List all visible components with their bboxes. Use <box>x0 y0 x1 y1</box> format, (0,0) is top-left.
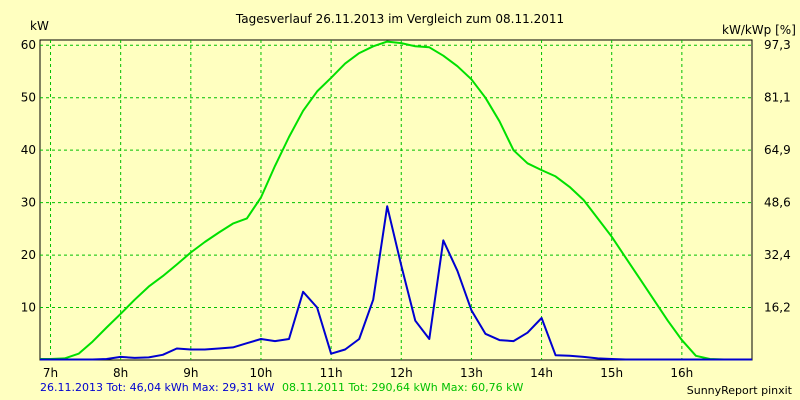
y-right-tick-label: 48,6 <box>764 196 791 210</box>
series-line-blue <box>40 205 752 361</box>
plot-area <box>39 39 753 361</box>
footer-legend: 26.11.2013 Tot: 46,04 kWh Max: 29,31 kW … <box>40 381 524 394</box>
x-tick-label: 9h <box>183 366 198 380</box>
x-tick-label: 8h <box>113 366 128 380</box>
y-right-tick-label: 64,9 <box>764 143 791 157</box>
tick-labels: 7h 8h 9h 10h 11h 12h 13h 14h 15h 16h 10 20 30 40 50 60 1… <box>21 38 791 380</box>
y-left-tick-label: 50 <box>21 91 36 105</box>
footer-credit: SunnyReport pinxit <box>687 384 793 397</box>
y-left-tick-label: 10 <box>21 301 36 315</box>
legend-blue-series: 26.11.2013 Tot: 46,04 kWh Max: 29,31 kW <box>40 381 275 394</box>
x-tick-label: 16h <box>670 366 693 380</box>
legend-green-series: 08.11.2011 Tot: 290,64 kWh Max: 60,76 kW <box>282 381 524 394</box>
y-right-tick-label: 81,1 <box>764 91 791 105</box>
y-right-axis-label: kW/kWp [%] <box>722 23 796 37</box>
series-line-green <box>40 40 752 361</box>
x-tick-label: 14h <box>530 366 553 380</box>
series-lines <box>40 40 752 361</box>
chart-title: Tagesverlauf 26.11.2013 im Vergleich zum… <box>235 12 564 26</box>
y-right-tick-label: 32,4 <box>764 248 791 262</box>
y-left-tick-label: 40 <box>21 143 36 157</box>
x-tick-label: 10h <box>250 366 273 380</box>
y-left-tick-label: 60 <box>21 38 36 52</box>
y-left-axis-label: kW <box>30 19 49 33</box>
x-tick-label: 15h <box>600 366 623 380</box>
x-tick-label: 12h <box>390 366 413 380</box>
grid <box>40 40 752 360</box>
y-left-tick-label: 30 <box>21 196 36 210</box>
x-tick-label: 11h <box>320 366 343 380</box>
y-right-tick-label: 97,3 <box>764 38 791 52</box>
y-left-tick-label: 20 <box>21 248 36 262</box>
x-tick-label: 13h <box>460 366 483 380</box>
y-right-tick-label: 16,2 <box>764 301 791 315</box>
x-tick-label: 7h <box>43 366 58 380</box>
